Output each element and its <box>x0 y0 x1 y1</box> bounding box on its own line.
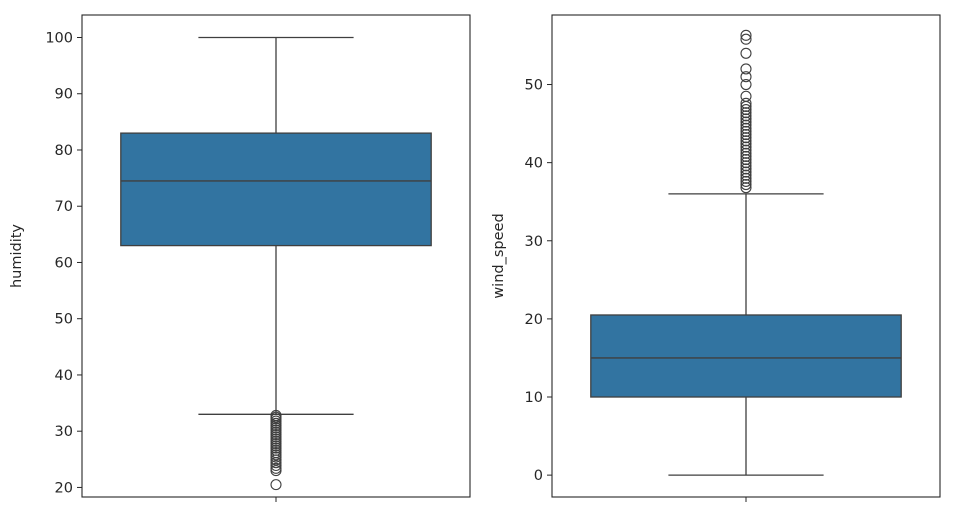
wind-speed-y-tick-label: 40 <box>525 156 543 172</box>
wind-speed-outlier-point <box>740 169 752 181</box>
wind-speed-outlier-point <box>740 135 752 147</box>
wind-speed-outlier-point <box>740 178 752 191</box>
wind-speed-outlier-point <box>740 182 752 194</box>
humidity-outlier-point <box>270 451 282 463</box>
humidity-outlier-point <box>270 454 282 466</box>
wind-speed-outlier-point <box>740 90 752 102</box>
wind-speed-outlier-point <box>740 78 752 91</box>
wind-speed-outlier-point <box>740 29 752 41</box>
wind-speed-iqr-box <box>590 314 902 398</box>
wind-speed-outlier-point <box>740 153 752 166</box>
wind-speed-outlier-point <box>740 132 752 144</box>
humidity-y-tick-label: 20 <box>55 480 73 496</box>
wind-speed-outlier-point <box>740 97 752 109</box>
wind-speed-outlier-point <box>740 172 752 184</box>
humidity-y-tick-label: 50 <box>55 312 73 328</box>
wind-speed-outlier-point <box>740 160 752 172</box>
wind-speed-outlier-point <box>740 122 752 134</box>
humidity-y-tick-label: 90 <box>55 87 73 103</box>
wind-speed-outlier-point <box>740 116 752 128</box>
wind-speed-y-axis-label: wind_speed <box>491 213 507 298</box>
wind-speed-outlier-point <box>740 119 752 131</box>
wind-speed-y-tick-label: 0 <box>534 468 543 484</box>
humidity-y-axis-label: humidity <box>9 224 25 288</box>
wind-speed-y-tick-label: 50 <box>525 78 543 94</box>
humidity-y-tick-label: 60 <box>55 255 73 271</box>
wind-speed-outlier-point <box>740 47 752 59</box>
wind-speed-outlier-point <box>740 150 752 162</box>
humidity-boxplot-panel: 20 30 40 50 60 70 80 90 100 humidity <box>9 14 471 502</box>
wind-speed-y-tick-label: 20 <box>525 312 543 328</box>
humidity-outlier-point <box>270 459 282 472</box>
humidity-y-tick-label: 40 <box>55 368 73 384</box>
wind-speed-outlier-point <box>740 166 752 178</box>
wind-speed-outlier-point <box>740 71 752 83</box>
humidity-outlier-point <box>270 479 282 491</box>
wind-speed-outlier-point <box>740 113 752 125</box>
wind-speed-outlier-point <box>740 33 752 45</box>
wind-speed-outlier-point <box>740 63 752 75</box>
wind-speed-outlier-point <box>740 103 752 116</box>
wind-speed-y-tick-label: 10 <box>525 390 543 406</box>
wind-speed-outlier-point <box>740 141 752 153</box>
humidity-outlier-point <box>270 457 282 469</box>
wind-speed-outlier-point <box>740 157 752 169</box>
humidity-outlier-point <box>270 465 282 477</box>
wind-speed-outlier-point <box>740 110 752 122</box>
wind-speed-outlier-point <box>740 147 752 159</box>
wind-speed-outlier-point <box>740 175 752 187</box>
wind-speed-boxplot-panel: 0 10 20 30 40 50 wind_speed <box>491 14 941 502</box>
humidity-iqr-box <box>120 132 432 247</box>
humidity-y-tick-label: 100 <box>45 30 73 46</box>
humidity-y-tick-label: 70 <box>55 199 73 215</box>
humidity-y-tick-label: 80 <box>55 143 73 159</box>
wind-speed-y-tick-label: 30 <box>525 234 543 250</box>
wind-speed-outlier-point <box>740 138 752 150</box>
wind-speed-outlier-point <box>740 128 752 141</box>
humidity-y-tick-label: 30 <box>55 424 73 440</box>
wind-speed-outlier-point <box>740 125 752 137</box>
wind-speed-outlier-point <box>740 144 752 156</box>
wind-speed-outlier-point <box>740 107 752 119</box>
wind-speed-outlier-point <box>740 163 752 175</box>
